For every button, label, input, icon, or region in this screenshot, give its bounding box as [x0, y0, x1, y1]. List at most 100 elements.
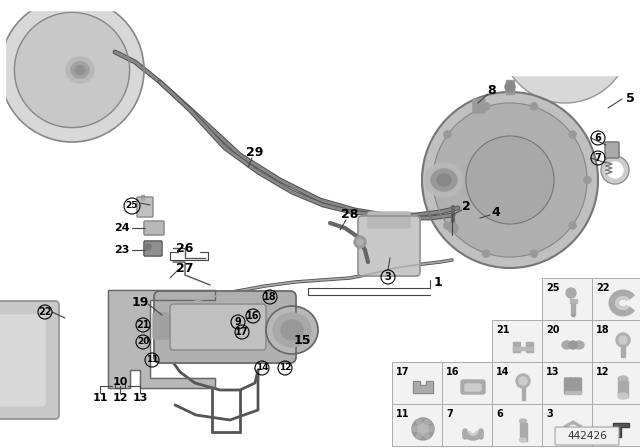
Circle shape: [429, 177, 436, 184]
Ellipse shape: [574, 341, 584, 349]
Text: 28: 28: [341, 208, 358, 221]
Circle shape: [417, 420, 422, 425]
Circle shape: [483, 250, 490, 257]
Text: 9: 9: [235, 317, 241, 327]
Text: 26: 26: [176, 241, 194, 254]
Text: 25: 25: [546, 283, 559, 293]
Ellipse shape: [433, 103, 587, 257]
Bar: [592, 362, 640, 404]
Circle shape: [566, 288, 576, 298]
Polygon shape: [413, 381, 433, 393]
Ellipse shape: [618, 393, 628, 399]
FancyBboxPatch shape: [0, 315, 45, 406]
Text: 10: 10: [112, 377, 128, 387]
FancyBboxPatch shape: [570, 378, 577, 394]
Ellipse shape: [601, 156, 629, 184]
Circle shape: [413, 426, 417, 431]
Circle shape: [584, 177, 591, 184]
Ellipse shape: [520, 438, 527, 442]
Circle shape: [444, 222, 451, 229]
Circle shape: [568, 426, 579, 436]
Text: 19: 19: [131, 296, 148, 309]
Bar: [570, 299, 577, 303]
Bar: [542, 320, 592, 362]
Circle shape: [569, 341, 577, 349]
Ellipse shape: [562, 341, 572, 349]
Bar: [0, 0, 145, 10]
FancyBboxPatch shape: [153, 313, 169, 339]
Text: 4: 4: [492, 206, 500, 219]
Bar: [492, 404, 542, 446]
Bar: [565, 391, 581, 394]
FancyBboxPatch shape: [605, 142, 619, 158]
Circle shape: [417, 433, 422, 439]
Bar: [442, 362, 492, 404]
Circle shape: [417, 423, 429, 435]
Ellipse shape: [466, 136, 554, 224]
Circle shape: [412, 418, 434, 440]
Bar: [520, 423, 527, 441]
Circle shape: [619, 336, 627, 344]
Bar: [621, 347, 625, 357]
Ellipse shape: [75, 65, 85, 74]
Ellipse shape: [273, 313, 311, 347]
Text: 18: 18: [596, 325, 610, 335]
Bar: [542, 362, 592, 404]
Text: 14: 14: [256, 363, 268, 372]
Bar: [592, 404, 640, 446]
Polygon shape: [613, 423, 629, 437]
Bar: [0, 0, 5, 145]
Ellipse shape: [422, 92, 598, 268]
Text: 21: 21: [136, 320, 150, 330]
Ellipse shape: [66, 57, 94, 83]
Text: 25: 25: [125, 202, 138, 211]
Text: 13: 13: [132, 393, 148, 403]
FancyBboxPatch shape: [0, 301, 59, 419]
Text: 1: 1: [434, 276, 442, 289]
Text: 6: 6: [595, 133, 602, 143]
FancyBboxPatch shape: [144, 241, 162, 256]
Circle shape: [519, 377, 527, 385]
Bar: [592, 278, 640, 320]
Ellipse shape: [266, 306, 318, 354]
Bar: [506, 80, 514, 94]
Text: 6: 6: [496, 409, 503, 419]
Text: 16: 16: [246, 311, 260, 321]
Bar: [460, 0, 640, 75]
Text: 3: 3: [385, 272, 392, 282]
FancyBboxPatch shape: [368, 212, 410, 228]
Ellipse shape: [500, 0, 630, 103]
FancyBboxPatch shape: [144, 221, 164, 235]
Text: 14: 14: [496, 367, 509, 377]
Ellipse shape: [431, 169, 457, 191]
Circle shape: [569, 222, 576, 229]
Polygon shape: [108, 290, 215, 388]
Ellipse shape: [520, 419, 527, 423]
Circle shape: [424, 420, 429, 425]
Text: 11: 11: [396, 409, 410, 419]
Text: 5: 5: [626, 91, 634, 104]
Text: 18: 18: [263, 292, 277, 302]
Circle shape: [616, 333, 630, 347]
Circle shape: [516, 374, 530, 388]
FancyBboxPatch shape: [461, 380, 485, 394]
FancyBboxPatch shape: [473, 99, 485, 113]
Circle shape: [145, 244, 151, 250]
FancyBboxPatch shape: [465, 384, 481, 391]
Ellipse shape: [0, 0, 144, 142]
Text: 22: 22: [38, 307, 52, 317]
FancyBboxPatch shape: [154, 291, 296, 363]
FancyBboxPatch shape: [170, 304, 266, 350]
Bar: [513, 342, 520, 352]
Text: 12: 12: [279, 363, 291, 372]
Bar: [542, 404, 592, 446]
Ellipse shape: [437, 174, 451, 186]
Circle shape: [531, 103, 538, 110]
Text: 8: 8: [488, 83, 496, 96]
Circle shape: [444, 131, 451, 138]
Text: 13: 13: [546, 367, 559, 377]
Text: 442426: 442426: [567, 431, 607, 441]
Circle shape: [483, 103, 490, 110]
Text: 7: 7: [595, 153, 602, 163]
Circle shape: [357, 239, 363, 245]
